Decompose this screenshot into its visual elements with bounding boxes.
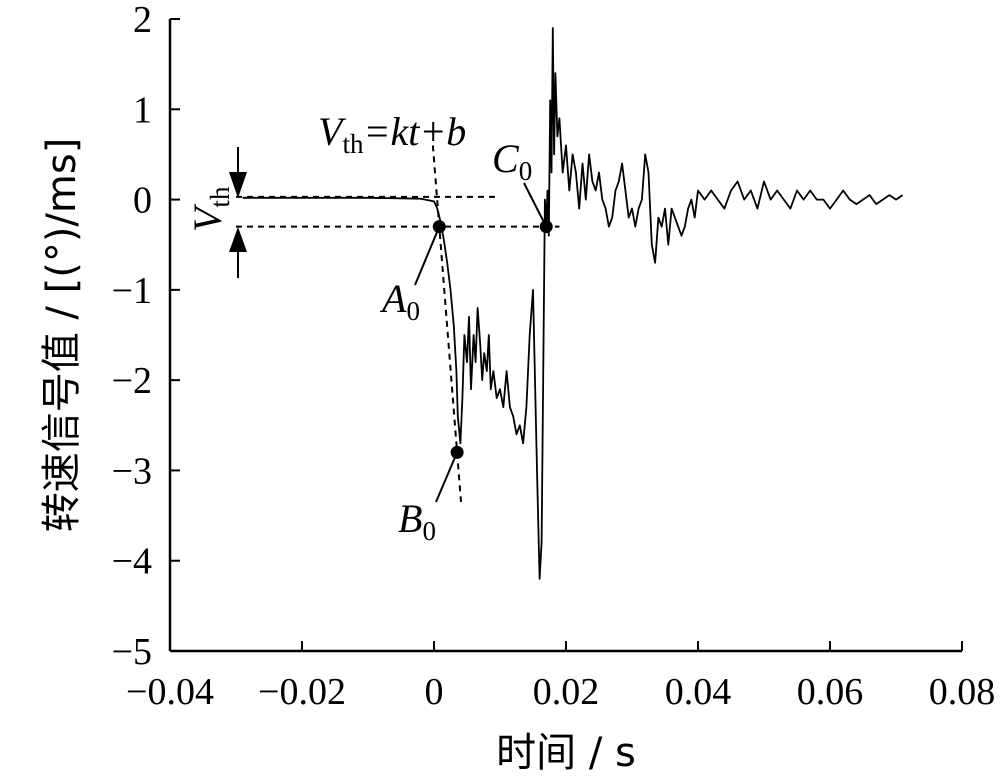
- y-ticks: −5 −4 −3 −2 −1 0 1 2: [112, 0, 180, 673]
- y-axis-title: 转速信号值 / [(°)/ms]: [39, 138, 85, 533]
- y-tick-label: 2: [133, 0, 152, 41]
- fit-line-label: Vth=kt+b: [318, 109, 466, 159]
- point-label: C0: [492, 136, 532, 186]
- leader-line: [414, 226, 441, 286]
- leader-line: [435, 451, 459, 503]
- threshold-marker: Vth: [185, 147, 247, 278]
- x-tick-label: −0.02: [258, 671, 346, 713]
- threshold-arrow-top-head: [229, 172, 247, 198]
- point-label-letter: A: [379, 276, 407, 321]
- x-tick-label: 0.08: [929, 671, 996, 713]
- threshold-arrow-bottom-head: [229, 227, 247, 252]
- threshold-v: V: [185, 203, 230, 232]
- point-label: B0: [398, 496, 436, 546]
- point-label-letter: C: [492, 136, 520, 181]
- x-tick-label: −0.04: [126, 671, 214, 713]
- guide-lines: [236, 145, 560, 503]
- fit-dashed-line: [431, 145, 463, 503]
- point-label-sub: 0: [406, 296, 420, 326]
- y-tick-label: −4: [112, 541, 152, 583]
- series-line: [242, 27, 904, 580]
- y-tick-label: −2: [112, 360, 152, 402]
- x-ticks: −0.04 −0.02 0 0.02 0.04 0.06 0.08: [126, 641, 995, 713]
- y-tick-label: −1: [112, 270, 152, 312]
- x-tick-label: 0.04: [665, 671, 732, 713]
- threshold-sub: th: [205, 186, 235, 208]
- x-tick-label: 0.06: [797, 671, 864, 713]
- x-axis-title: 时间 / s: [496, 730, 636, 776]
- point-label-sub: 0: [519, 156, 533, 186]
- y-tick-label: 1: [133, 89, 152, 131]
- threshold-label: Vth: [185, 186, 235, 232]
- point-label-letter: B: [398, 496, 422, 541]
- y-tick-label: −3: [112, 450, 152, 492]
- y-tick-label: 0: [133, 180, 152, 222]
- fit-line-sub: th: [342, 129, 364, 159]
- fit-line-v: V: [318, 109, 347, 154]
- x-tick-label: 0.02: [533, 671, 600, 713]
- fit-line-equation: =kt+b: [363, 109, 466, 154]
- point-label-sub: 0: [422, 516, 436, 546]
- x-tick-label: 0: [425, 671, 444, 713]
- leader-line: [523, 182, 548, 228]
- point-label: A0: [379, 276, 420, 326]
- y-tick-label: −5: [112, 631, 152, 673]
